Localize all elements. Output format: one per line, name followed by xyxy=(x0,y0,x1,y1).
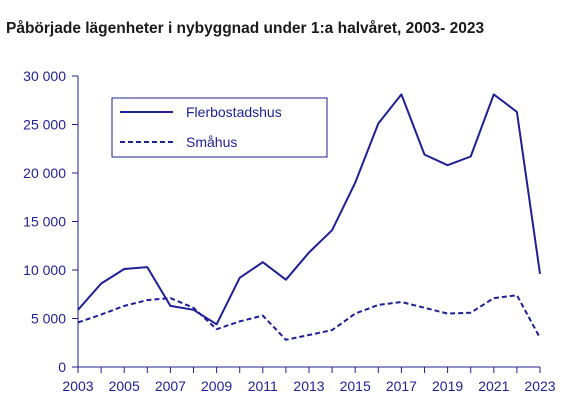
x-tick-label: 2023 xyxy=(524,378,555,394)
data-point xyxy=(145,298,150,303)
data-point xyxy=(122,303,127,308)
data-point xyxy=(514,293,519,298)
chart-axes: 0 5 000 10 000 15 000 20 000 25 000 30 000 2003… xyxy=(23,68,556,394)
data-point xyxy=(353,311,358,316)
data-point xyxy=(122,267,127,272)
x-tick-label: 2011 xyxy=(248,378,278,394)
data-point xyxy=(330,328,335,333)
data-point xyxy=(445,311,450,316)
data-point xyxy=(260,313,265,318)
y-tick-label: 0 xyxy=(58,359,66,375)
y-tick-label: 15 000 xyxy=(23,214,66,230)
data-point xyxy=(468,154,473,159)
data-point xyxy=(76,320,81,325)
data-point xyxy=(283,337,288,342)
data-point xyxy=(330,228,335,233)
chart-legend: Flerbostadshus Småhus xyxy=(111,97,328,158)
series-line-flerbostadshus xyxy=(77,93,541,326)
data-point xyxy=(399,92,404,97)
data-point xyxy=(307,333,312,338)
data-point xyxy=(168,296,173,301)
x-tick-label: 2015 xyxy=(340,378,371,394)
x-tick-label: 2013 xyxy=(293,378,324,394)
y-tick-label: 30 000 xyxy=(23,68,66,84)
data-point xyxy=(514,109,519,114)
data-point xyxy=(214,327,219,332)
chart-series xyxy=(76,92,543,342)
chart-title: Påbörjade lägenheter i nybyggnad under 1… xyxy=(6,20,484,37)
data-point xyxy=(191,305,196,310)
data-point xyxy=(376,302,381,307)
x-tick-label: 2009 xyxy=(201,378,232,394)
data-point xyxy=(168,303,173,308)
data-point xyxy=(237,319,242,324)
data-point xyxy=(260,260,265,265)
data-point xyxy=(468,310,473,315)
legend-label-flerbostadshus: Flerbostadshus xyxy=(186,104,282,120)
data-point xyxy=(237,275,242,280)
data-point xyxy=(491,92,496,97)
data-point xyxy=(422,152,427,157)
x-tick-label: 2007 xyxy=(155,378,186,394)
y-tick-label: 5 000 xyxy=(31,311,66,327)
x-tick-label: 2021 xyxy=(478,378,509,394)
data-point xyxy=(399,300,404,305)
x-tick-label: 2005 xyxy=(109,378,140,394)
series-line-smahus xyxy=(77,294,541,341)
x-tick-label: 2003 xyxy=(62,378,93,394)
data-point xyxy=(376,121,381,126)
legend-label-smahus: Småhus xyxy=(186,134,237,150)
data-point xyxy=(445,163,450,168)
data-point xyxy=(307,250,312,255)
y-tick-label: 20 000 xyxy=(23,165,66,181)
x-tick-label: 2019 xyxy=(432,378,463,394)
data-point xyxy=(538,271,543,276)
data-point xyxy=(145,265,150,270)
data-point xyxy=(538,335,543,340)
data-point xyxy=(99,281,104,286)
legend-box xyxy=(111,97,328,158)
data-point xyxy=(214,322,219,327)
data-point xyxy=(99,312,104,317)
x-tick-label: 2017 xyxy=(386,378,417,394)
data-point xyxy=(491,296,496,301)
data-point xyxy=(283,277,288,282)
y-tick-label: 25 000 xyxy=(23,117,66,133)
data-point xyxy=(422,305,427,310)
data-point xyxy=(76,307,81,312)
y-tick-label: 10 000 xyxy=(23,262,66,278)
data-point xyxy=(353,180,358,185)
